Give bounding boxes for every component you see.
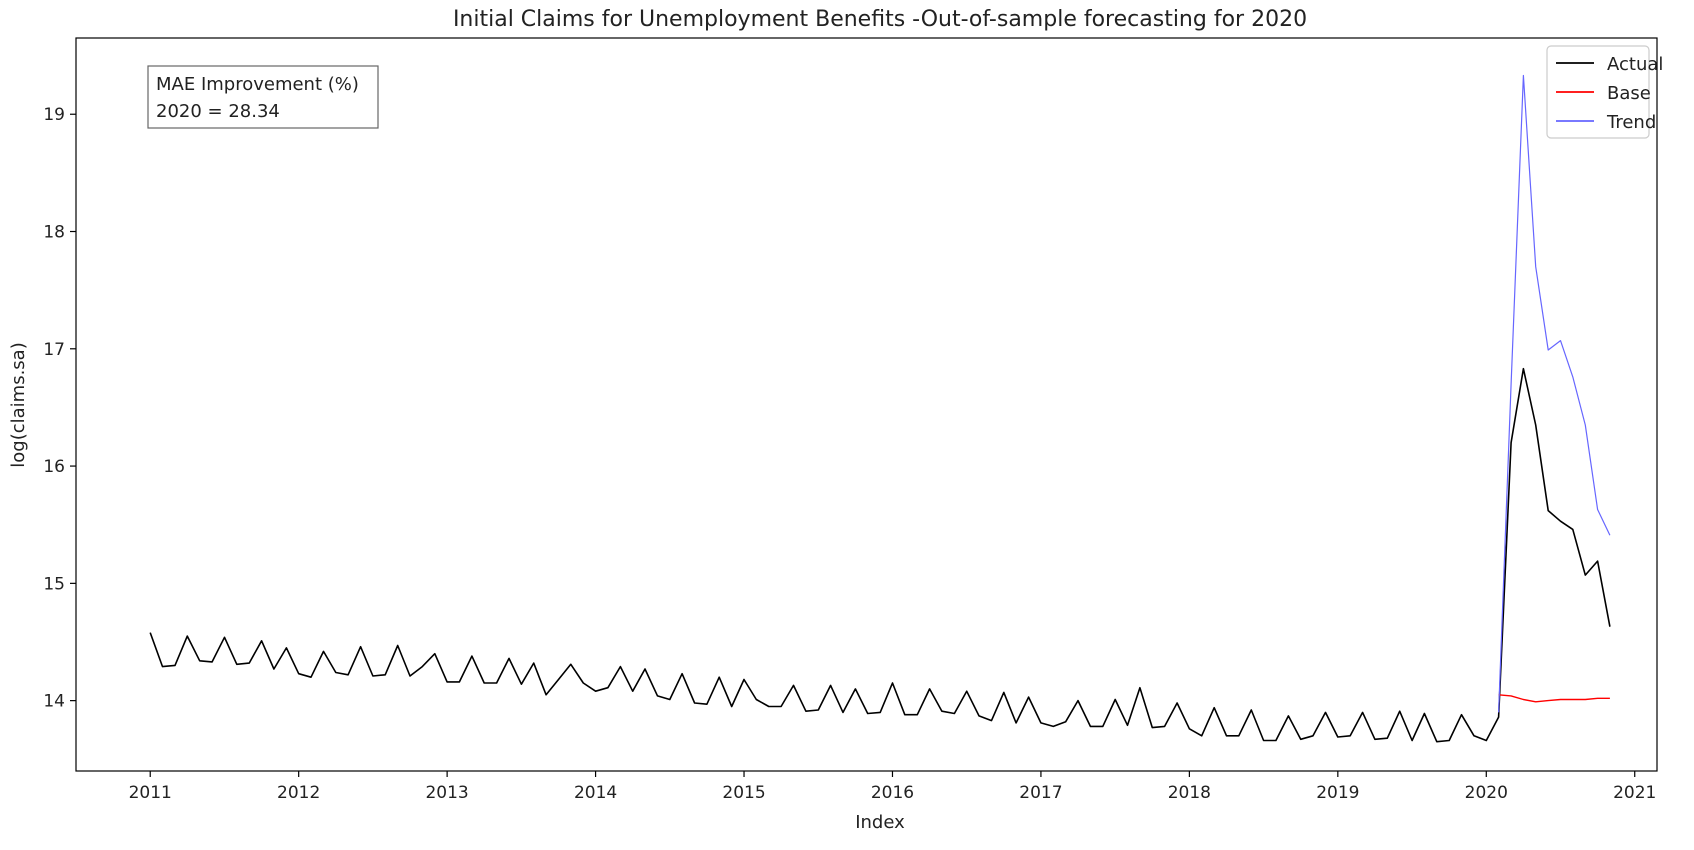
legend: Actual Base Trend xyxy=(1546,45,1663,139)
series-layer xyxy=(149,74,1611,743)
legend-label-trend: Trend xyxy=(1606,112,1656,133)
y-axis: 14 15 16 17 18 19 xyxy=(43,105,76,712)
x-tick-label: 2019 xyxy=(1316,783,1359,803)
series-line-actual xyxy=(149,367,1611,743)
x-tick-label: 2014 xyxy=(574,783,617,803)
annotation-box: MAE Improvement (%) 2020 = 28.34 xyxy=(147,65,379,129)
y-tick-label: 19 xyxy=(43,105,65,125)
series-line-base xyxy=(1498,694,1610,703)
y-tick-label: 15 xyxy=(43,574,65,594)
x-tick-label: 2011 xyxy=(129,783,172,803)
x-axis: 2011 2012 2013 2014 2015 2016 2017 2018 2019 2020… xyxy=(129,771,1656,803)
annotation-line-1: MAE Improvement (%) xyxy=(156,74,359,95)
x-tick-label: 2013 xyxy=(425,783,468,803)
legend-label-base: Base xyxy=(1607,83,1651,104)
x-tick-label: 2017 xyxy=(1019,783,1062,803)
x-axis-label: Index xyxy=(855,812,905,833)
x-tick-label: 2021 xyxy=(1613,783,1656,803)
y-tick-label: 17 xyxy=(43,340,65,360)
series-line-trend xyxy=(1498,74,1611,713)
annotation-line-2: 2020 = 28.34 xyxy=(156,101,280,122)
x-tick-label: 2015 xyxy=(722,783,765,803)
y-axis-label: log(claims.sa) xyxy=(8,342,29,467)
plot-area xyxy=(75,37,1658,772)
chart-title: Initial Claims for Unemployment Benefits… xyxy=(453,7,1307,32)
legend-label-actual: Actual xyxy=(1607,54,1663,75)
x-tick-label: 2020 xyxy=(1465,783,1508,803)
y-tick-label: 18 xyxy=(43,223,65,243)
y-tick-label: 16 xyxy=(43,457,65,477)
y-tick-label: 14 xyxy=(43,692,65,712)
x-tick-label: 2018 xyxy=(1168,783,1211,803)
x-tick-label: 2016 xyxy=(871,783,914,803)
x-tick-label: 2012 xyxy=(277,783,320,803)
